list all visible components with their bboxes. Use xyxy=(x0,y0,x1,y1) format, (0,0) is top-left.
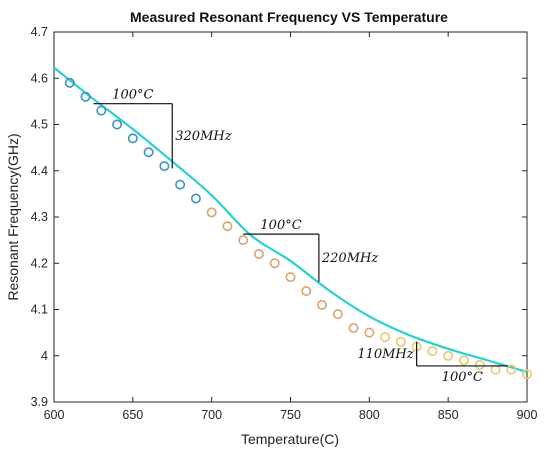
y-axis-label: Resonant Frequency(GHz) xyxy=(5,133,21,300)
data-point-marker xyxy=(143,147,154,158)
data-point-marker xyxy=(253,249,264,260)
data-point-marker xyxy=(301,285,312,296)
data-point-marker xyxy=(222,221,233,232)
y-tick-label: 4.4 xyxy=(31,164,48,178)
data-point-marker xyxy=(348,322,359,333)
data-point-marker xyxy=(127,133,138,144)
x-tick-label: 800 xyxy=(359,408,380,422)
y-tick-label: 4 xyxy=(41,349,48,363)
data-point-marker xyxy=(64,77,75,88)
fit-line-layer xyxy=(53,66,528,373)
x-tick-label: 900 xyxy=(517,408,538,422)
y-tick-label: 3.9 xyxy=(31,395,48,409)
data-point-marker xyxy=(458,355,469,366)
data-point-marker xyxy=(427,346,438,357)
data-point-marker xyxy=(521,369,532,380)
data-point-marker xyxy=(395,336,406,347)
slope-run-label: 100°C xyxy=(260,218,301,233)
y-tick-label: 4.7 xyxy=(31,25,48,39)
data-point-marker xyxy=(112,119,123,130)
y-tick-label: 4.2 xyxy=(31,256,48,270)
data-point-marker xyxy=(317,299,328,310)
fit-line xyxy=(53,66,528,373)
data-point-marker xyxy=(96,105,107,116)
y-tick-label: 4.5 xyxy=(31,118,48,132)
data-point-marker xyxy=(443,350,454,361)
data-point-marker xyxy=(474,359,485,370)
data-point-marker xyxy=(80,91,91,102)
data-point-marker xyxy=(332,309,343,320)
x-axis: 600 650 700 750 800 850 900 xyxy=(44,32,538,422)
data-point-marker xyxy=(285,272,296,283)
data-point-marker xyxy=(206,207,217,218)
slope-run-label: 100°C xyxy=(112,88,153,103)
slope-rise-label: 110MHz xyxy=(357,347,413,362)
data-point-marker xyxy=(364,327,375,338)
data-point-marker xyxy=(190,193,201,204)
data-point-marker xyxy=(490,364,501,375)
chart-title: Measured Resonant Frequency VS Temperatu… xyxy=(130,9,448,25)
x-tick-label: 600 xyxy=(44,408,65,422)
y-tick-label: 4.6 xyxy=(31,71,48,85)
x-tick-label: 750 xyxy=(280,408,301,422)
data-point-marker xyxy=(380,332,391,343)
y-axis: 3.9 4 4.1 4.2 4.3 4.4 4.5 4.6 4.7 xyxy=(31,25,527,409)
data-point-markers xyxy=(64,77,532,380)
data-point-marker xyxy=(506,364,517,375)
data-point-marker xyxy=(159,161,170,172)
x-tick-label: 700 xyxy=(201,408,222,422)
slope-rise-label: 320MHz xyxy=(175,129,231,144)
slope-run-label: 100°C xyxy=(442,370,483,385)
slope-annotations: 100°C 320MHz 100°C 220MHz 110MHz 100°C xyxy=(93,88,509,385)
data-point-marker xyxy=(175,179,186,190)
x-tick-label: 650 xyxy=(122,408,143,422)
x-tick-label: 850 xyxy=(438,408,459,422)
y-tick-label: 4.3 xyxy=(31,210,48,224)
y-tick-label: 4.1 xyxy=(31,303,48,317)
slope-rise-label: 220MHz xyxy=(321,251,378,266)
data-point-marker xyxy=(269,258,280,269)
x-axis-label: Temperature(C) xyxy=(241,431,339,447)
data-point-marker xyxy=(238,235,249,246)
